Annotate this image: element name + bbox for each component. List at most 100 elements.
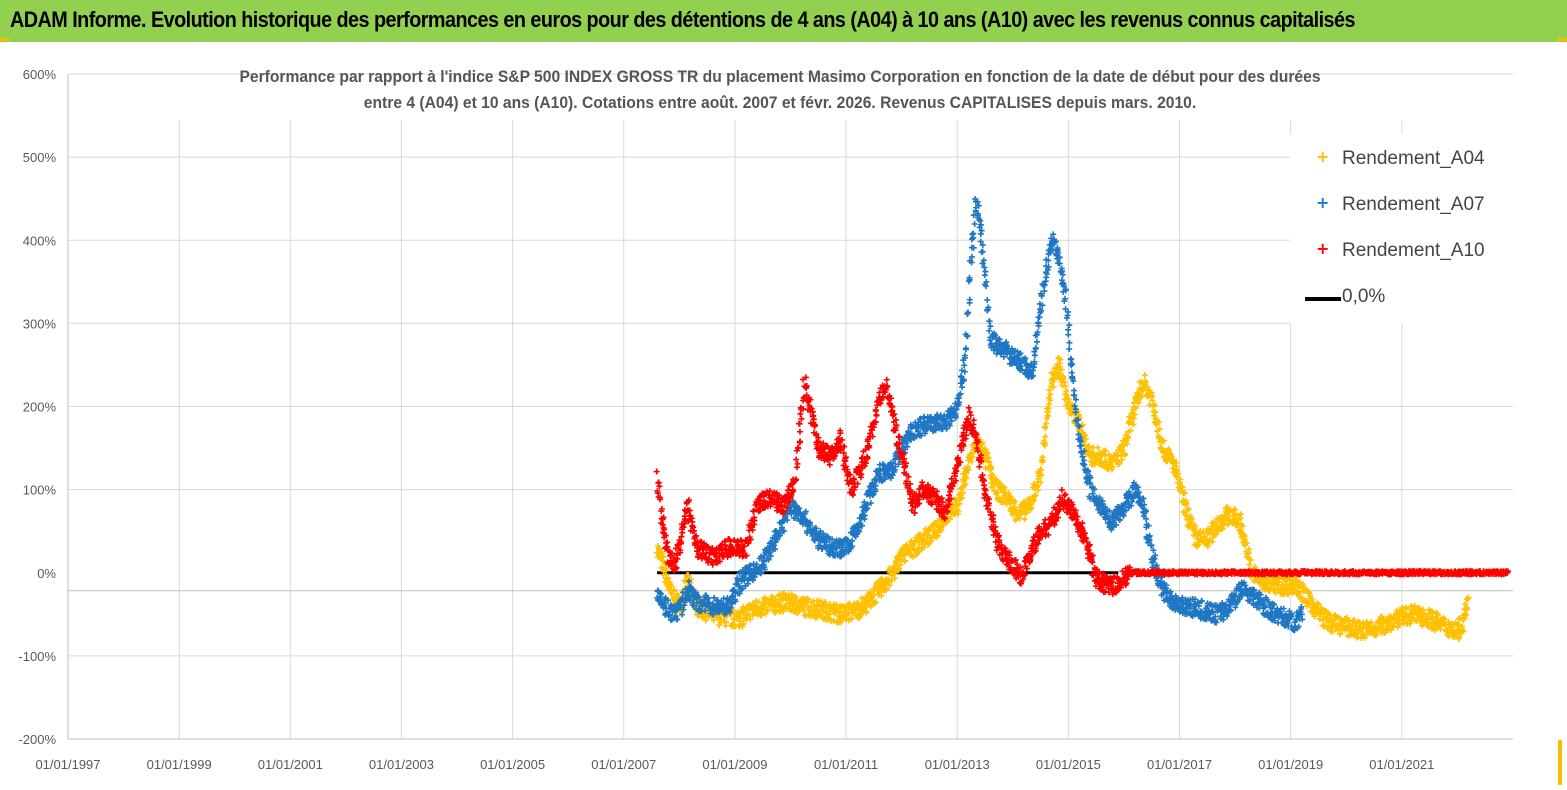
y-tick-label: 300%	[23, 316, 57, 331]
data-point-marker	[891, 575, 898, 582]
data-point-marker	[1032, 492, 1039, 499]
data-point-marker	[1041, 438, 1048, 445]
data-point-marker	[1001, 484, 1008, 491]
data-point-marker	[982, 268, 989, 275]
data-point-marker	[1057, 360, 1064, 367]
data-point-marker	[979, 248, 986, 255]
x-tick-label: 01/01/1997	[35, 757, 100, 772]
data-point-marker	[1119, 446, 1126, 453]
y-tick-label: 500%	[23, 150, 57, 165]
data-point-marker	[910, 552, 917, 559]
data-point-marker	[977, 230, 984, 237]
x-tick-label: 01/01/2011	[814, 757, 878, 772]
data-point-marker	[886, 582, 893, 589]
data-point-marker	[1037, 479, 1044, 486]
x-tick-label: 01/01/2013	[925, 757, 990, 772]
data-point-marker	[1039, 454, 1046, 461]
y-tick-label: -200%	[18, 732, 56, 747]
data-point-marker	[755, 598, 762, 605]
data-point-marker	[963, 470, 970, 477]
data-point-marker	[883, 376, 890, 383]
data-point-marker	[1047, 397, 1054, 404]
x-tick-label: 01/01/1999	[147, 757, 212, 772]
data-point-marker	[1062, 383, 1069, 390]
data-point-marker	[1118, 456, 1125, 463]
x-tick-label: 01/01/2005	[480, 757, 545, 772]
data-point-marker	[786, 597, 793, 604]
data-point-marker	[1122, 452, 1129, 459]
data-point-marker	[1138, 394, 1145, 401]
data-point-marker	[1065, 399, 1072, 406]
data-point-marker	[969, 231, 976, 238]
x-tick-label: 01/01/2009	[702, 757, 767, 772]
chart-area: 01/01/1997 01/01/1999 01/01/2001 01/01/2003…	[0, 42, 1567, 790]
data-point-marker	[1034, 338, 1041, 345]
data-point-marker	[1043, 420, 1050, 427]
series-rendement-a07	[654, 195, 1306, 634]
data-point-marker	[674, 591, 681, 598]
data-point-marker	[872, 599, 879, 606]
data-point-marker	[823, 608, 830, 615]
data-point-marker	[1066, 339, 1073, 346]
data-point-marker	[722, 619, 729, 626]
x-tick-label: 01/01/2001	[258, 757, 323, 772]
data-point-marker	[989, 471, 996, 478]
data-point-marker	[1062, 491, 1069, 498]
x-tick-label: 01/01/2007	[591, 757, 656, 772]
data-point-marker	[873, 411, 880, 418]
x-tick-label: 01/01/2019	[1258, 757, 1323, 772]
x-tick-label: 01/01/2015	[1036, 757, 1101, 772]
data-point-marker	[764, 606, 771, 613]
data-point-marker	[1047, 391, 1054, 398]
data-point-marker	[1034, 482, 1041, 489]
data-point-marker	[956, 500, 963, 507]
data-point-marker	[665, 575, 672, 582]
data-point-marker	[984, 450, 991, 457]
data-point-marker	[662, 567, 669, 574]
y-tick-label: 400%	[23, 233, 57, 248]
data-point-marker	[966, 409, 973, 416]
data-point-marker	[1031, 352, 1038, 359]
data-point-marker	[1141, 371, 1148, 378]
data-point-marker	[826, 611, 833, 618]
data-point-marker	[710, 617, 717, 624]
data-point-marker	[863, 608, 870, 615]
data-point-marker	[966, 296, 973, 303]
x-tick-label: 01/01/2017	[1147, 757, 1212, 772]
data-point-marker	[1038, 472, 1045, 479]
data-point-marker	[1058, 486, 1065, 493]
y-tick-label: 100%	[23, 483, 57, 498]
data-point-marker	[961, 362, 968, 369]
data-point-marker	[702, 617, 709, 624]
data-point-marker	[919, 479, 926, 486]
y-tick-label: -100%	[18, 649, 56, 664]
data-point-marker	[878, 575, 885, 582]
corner-accent-bottom-right	[1558, 740, 1562, 785]
data-point-marker	[716, 615, 723, 622]
data-point-marker	[971, 220, 978, 227]
data-point-marker	[1116, 460, 1123, 467]
data-point-marker	[1123, 441, 1130, 448]
data-point-marker	[1094, 444, 1101, 451]
data-point-marker	[1042, 425, 1049, 432]
data-point-marker	[653, 468, 660, 475]
data-point-marker	[1065, 331, 1072, 338]
data-point-marker	[891, 569, 898, 576]
data-point-marker	[1046, 387, 1053, 394]
data-point-marker	[1120, 442, 1127, 449]
corner-accent-top-right	[1557, 38, 1567, 41]
data-point-marker	[962, 345, 969, 352]
data-point-marker	[991, 487, 998, 494]
data-point-marker	[851, 605, 858, 612]
data-point-marker	[914, 539, 921, 546]
data-point-marker	[661, 560, 668, 567]
data-point-marker	[1023, 509, 1030, 516]
data-point-marker	[968, 453, 975, 460]
report-banner: ADAM Informe. Evolution historique des p…	[0, 0, 1567, 42]
data-point-marker	[968, 458, 975, 465]
data-point-marker	[1030, 497, 1037, 504]
data-point-marker	[811, 607, 818, 614]
data-point-marker	[1127, 427, 1134, 434]
data-point-marker	[1131, 411, 1138, 418]
data-point-marker	[1109, 463, 1116, 470]
